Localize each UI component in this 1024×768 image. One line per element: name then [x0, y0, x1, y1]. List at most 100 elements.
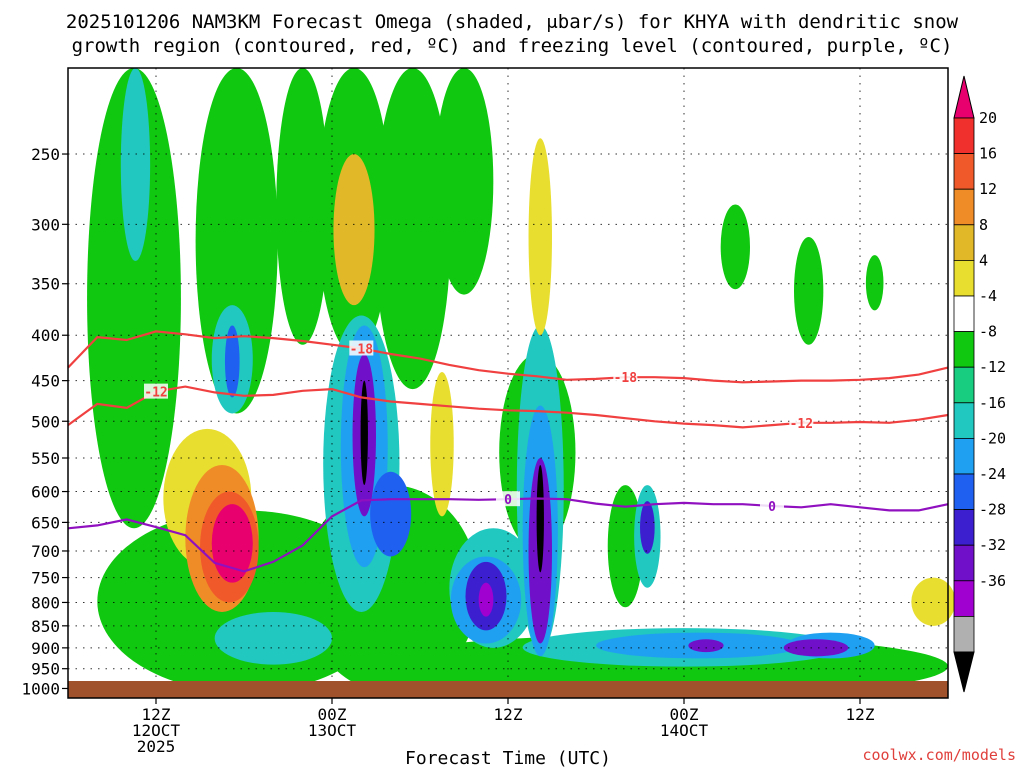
colorbar-label-10: -24 [979, 465, 1006, 483]
colorbar-swatch-3 [953, 188, 975, 226]
colorbar-label-8: -16 [979, 394, 1006, 412]
omega-region-2 [276, 68, 330, 345]
omega-region-35 [478, 582, 494, 617]
colorbar-swatch-13 [953, 544, 975, 582]
x-tick-year-0: 2025 [137, 737, 176, 756]
colorbar: 20 16 12 8 4 -4 -8 -12 -16 -20 -24 -28 -32 -36 [953, 75, 1006, 693]
contour-line--18 [67, 330, 949, 384]
contour-label-bg--18-1 [613, 369, 638, 385]
plot-area: -18 -18 -12 -12 0 0 [67, 67, 956, 699]
y-tick-label-11: 800 [31, 593, 60, 612]
y-tick-label-13: 900 [31, 639, 60, 658]
omega-region-19 [214, 611, 332, 665]
y-tick-label-0: 250 [31, 145, 60, 164]
colorbar-label-2: 12 [979, 180, 997, 198]
colorbar-label-7: -12 [979, 358, 1006, 376]
colorbar-label-6: -8 [979, 323, 997, 341]
contour-label-0-1: 0 [768, 500, 776, 515]
y-tick-label-7: 600 [31, 483, 60, 502]
contour-label--12-0: -12 [790, 417, 813, 432]
colorbar-label-13: -36 [979, 572, 1006, 590]
contour-label-bg--12-1 [144, 383, 168, 399]
colorbar-label-11: -28 [979, 501, 1006, 519]
contour-label--18-1: -18 [614, 371, 638, 386]
omega-region-34 [688, 639, 724, 653]
omega-region-5 [434, 68, 494, 295]
colorbar-swatch-5 [953, 259, 975, 297]
contour-label-bg--12-0 [789, 414, 814, 430]
colorbar-swatch-7 [953, 331, 975, 368]
contour-label-0-0: 0 [504, 493, 512, 508]
x-tick-label-1: 00Z [318, 705, 347, 724]
colorbar-label-9: -20 [979, 429, 1006, 447]
omega-region-11 [720, 204, 750, 290]
contour-label-bg-0-0 [496, 491, 520, 507]
colorbar-swatch-9 [953, 402, 975, 439]
x-tick-label-0: 12Z [142, 705, 171, 724]
colorbar-swatch-2 [953, 153, 975, 190]
x-axis-label: Forecast Time (UTC) [405, 748, 611, 768]
grid-lines [68, 68, 948, 698]
omega-region-37 [360, 380, 368, 486]
omega-region-33 [783, 639, 849, 657]
y-tick-label-9: 700 [31, 542, 60, 561]
x-tick-label-3: 00Z [670, 705, 699, 724]
y-tick-label-6: 550 [31, 449, 60, 468]
colorbar-label-5: -4 [979, 287, 997, 305]
omega-region-30 [640, 501, 655, 554]
omega-region-20 [120, 68, 151, 262]
colorbar-bottom-arrow [953, 651, 975, 693]
y-tick-label-15: 1000 [21, 679, 60, 698]
contour-lines: -18 -18 -12 -12 0 0 [67, 330, 949, 573]
y-tick-label-12: 850 [31, 617, 60, 636]
colorbar-label-1: 16 [979, 145, 997, 163]
omega-region-45 [211, 504, 253, 583]
colorbar-label-4: 4 [979, 251, 988, 269]
colorbar-swatch-4 [953, 224, 975, 261]
omega-region-36 [536, 464, 544, 573]
y-tick-label-1: 300 [31, 215, 60, 234]
y-tick-label-8: 650 [31, 513, 60, 532]
omega-shaded-regions [87, 67, 956, 698]
x-tick-label-2: 12Z [494, 705, 523, 724]
x-tick-date-0: 12OCT [132, 721, 181, 740]
contour-label-bg--18-0 [349, 340, 374, 356]
omega-region-27 [224, 325, 240, 398]
omega-region-0 [87, 67, 181, 529]
colorbar-swatch-12 [953, 509, 975, 546]
colorbar-swatch-6 [953, 295, 975, 332]
colorbar-swatch-10 [953, 437, 975, 475]
chart-title-line1: 2025101206 NAM3KM Forecast Omega (shaded… [66, 11, 959, 33]
colorbar-swatch-11 [953, 473, 975, 510]
omega-region-42 [911, 577, 956, 626]
y-tick-label-2: 350 [31, 275, 60, 294]
contour-label--18-0: -18 [350, 342, 374, 357]
contour-label-bg-0-1 [760, 498, 784, 514]
omega-region-39 [333, 154, 375, 306]
omega-region-12 [865, 255, 884, 311]
x-tick-date-1: 13OCT [308, 721, 357, 740]
x-tick-date-3: 14OCT [660, 721, 709, 740]
colorbar-label-3: 8 [979, 216, 988, 234]
omega-region-28 [370, 471, 412, 557]
credit-text: coolwx.com/models [862, 746, 1016, 764]
y-tick-label-4: 450 [31, 372, 60, 391]
colorbar-label-0: 20 [979, 109, 997, 127]
colorbar-swatch-1 [953, 117, 975, 154]
omega-region-4 [374, 68, 451, 390]
y-tick-label-14: 950 [31, 660, 60, 679]
colorbar-label-12: -32 [979, 536, 1006, 554]
omega-region-10 [794, 236, 824, 345]
omega-region-41 [430, 371, 454, 517]
contour-label--12-1: -12 [144, 386, 167, 401]
y-tick-label-3: 400 [31, 326, 60, 345]
omega-region-13 [607, 485, 643, 608]
y-axis: 250 300 350 400 450 500 550 600 650 700 750 800 850 9… [21, 145, 68, 698]
ground-band [68, 681, 948, 698]
x-tick-label-4: 12Z [846, 705, 875, 724]
colorbar-swatch-8 [953, 366, 975, 404]
y-tick-label-5: 500 [31, 412, 60, 431]
colorbar-swatch-14 [953, 580, 975, 617]
